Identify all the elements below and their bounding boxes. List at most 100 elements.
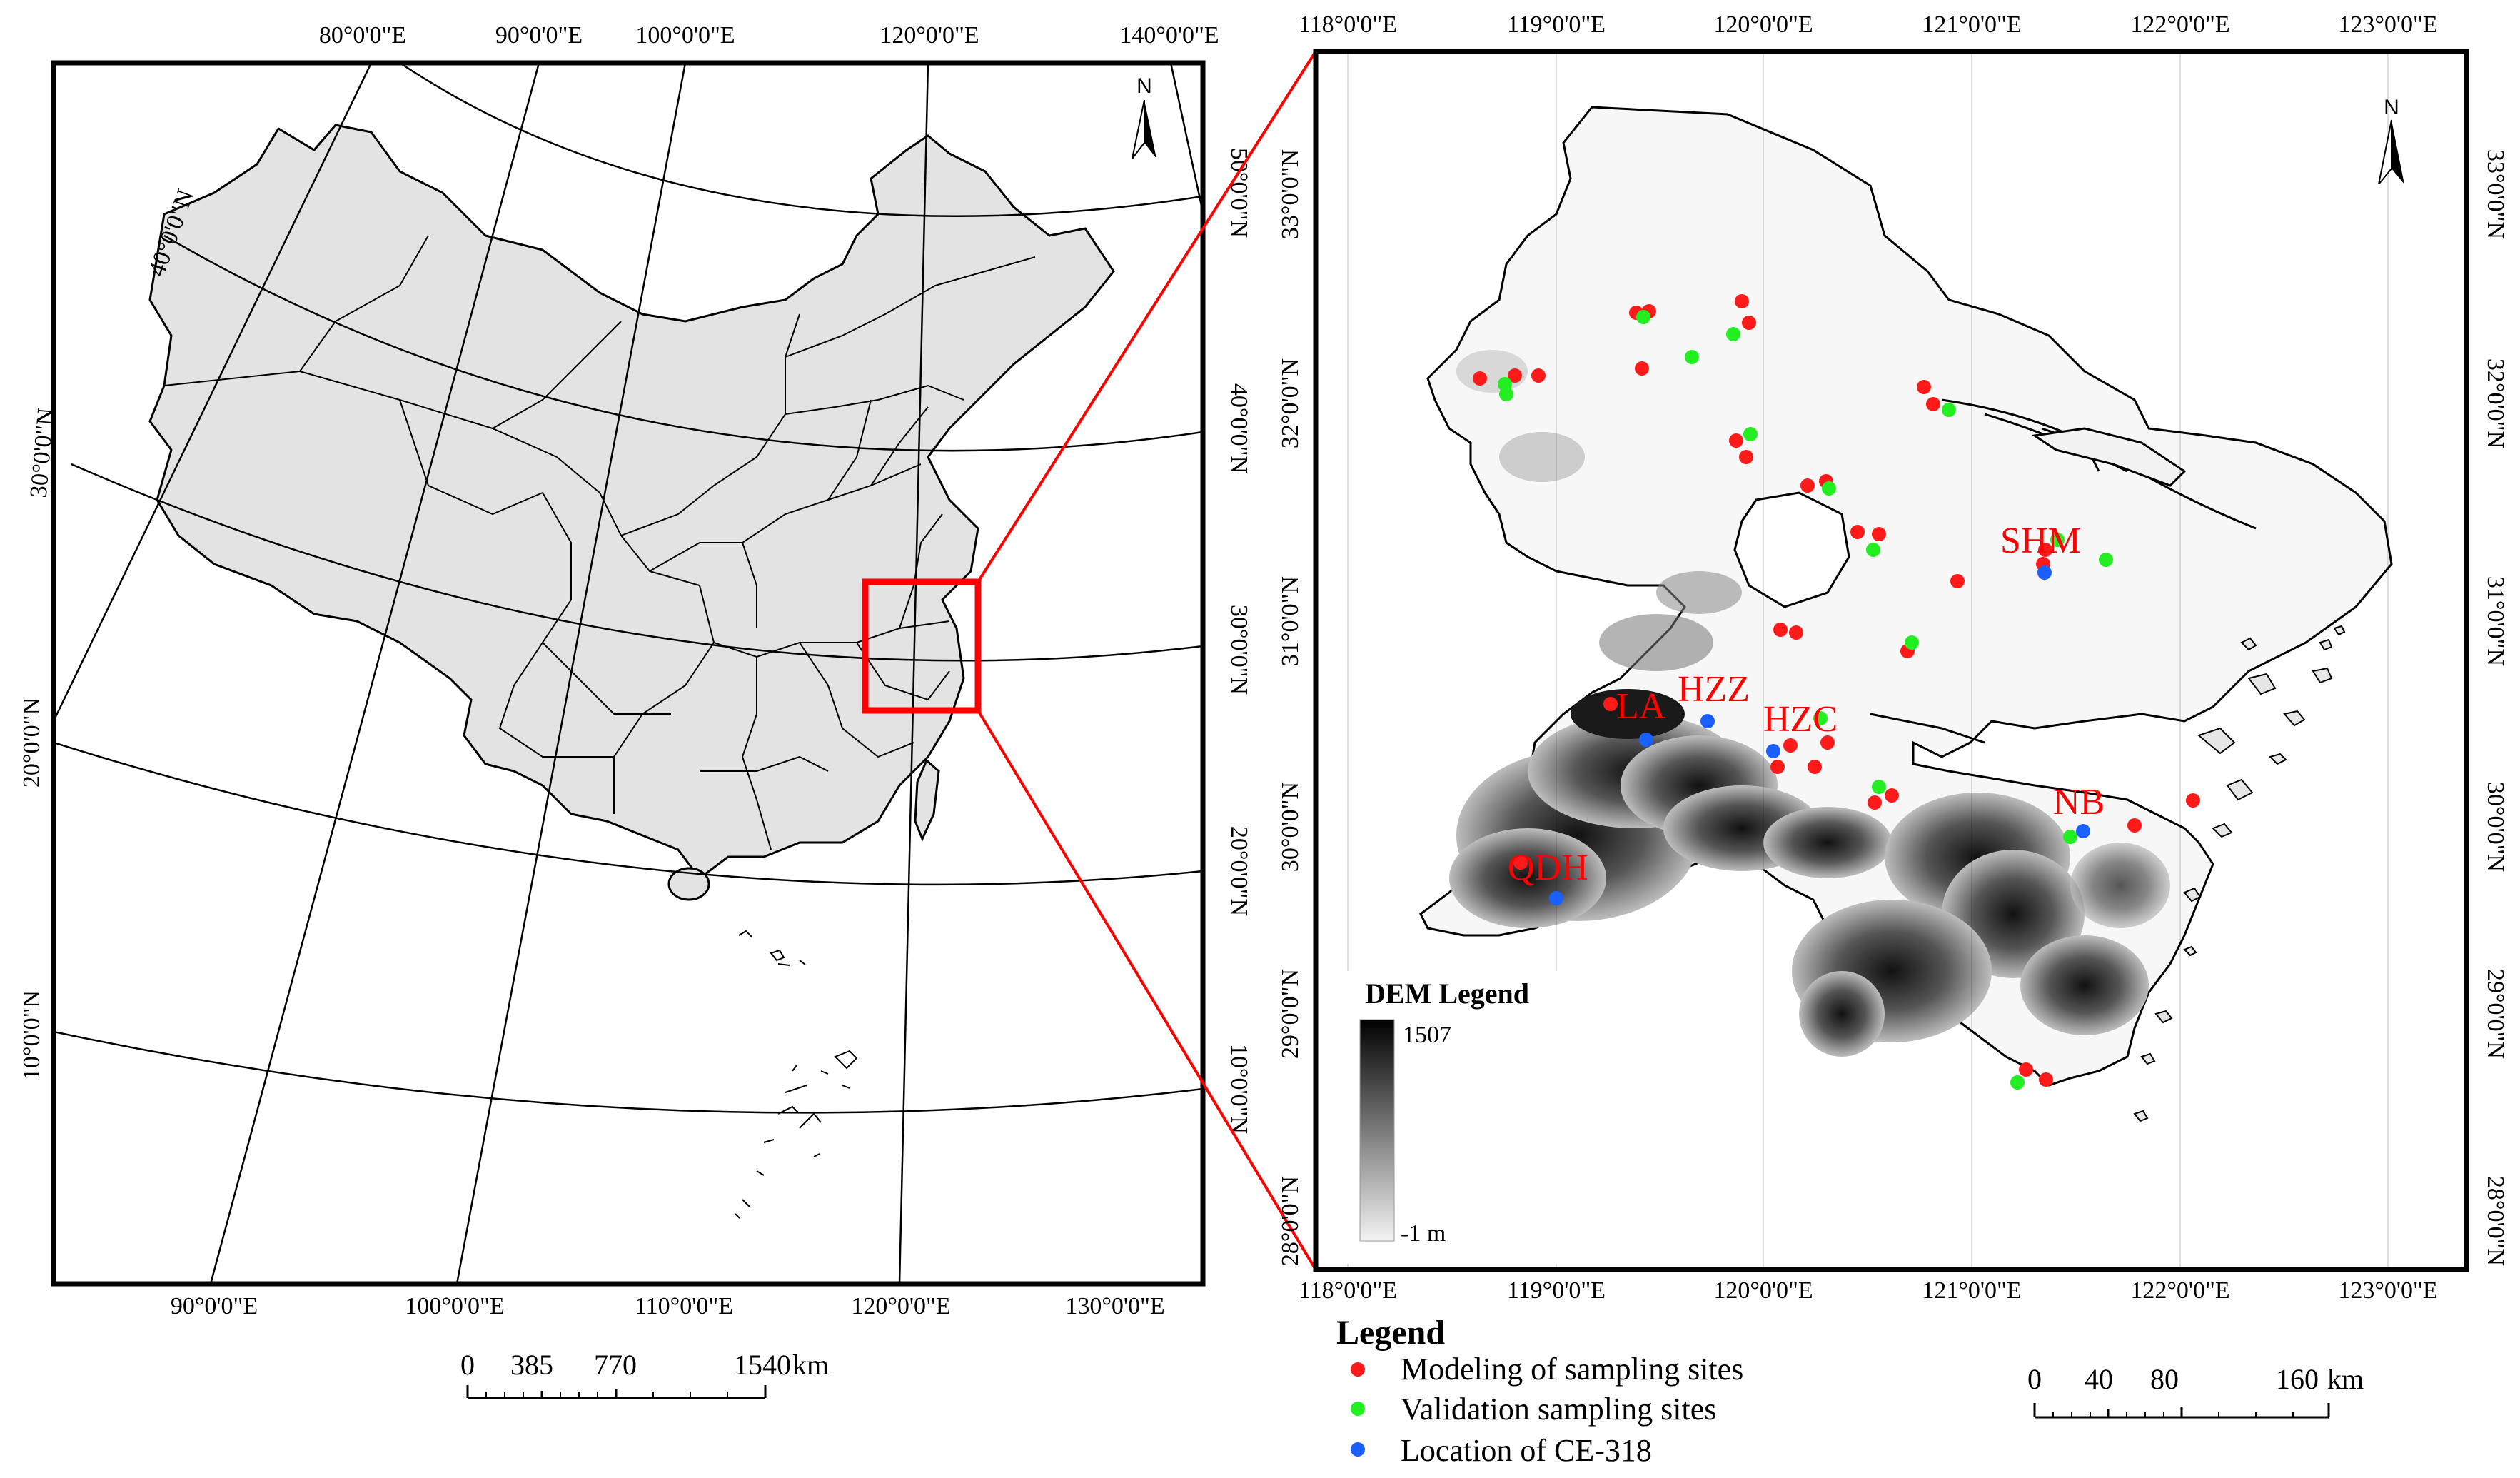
modeling-site-marker — [1773, 623, 1788, 637]
lon-label: 120°0'0"E — [851, 1293, 950, 1319]
taihu-lake — [1733, 491, 1850, 608]
modeling-site-marker — [2039, 1072, 2053, 1087]
legend-ce318-swatch — [1351, 1442, 1365, 1457]
modeling-site-marker — [2127, 818, 2142, 833]
lon-label: 119°0'0"E — [1507, 1277, 1606, 1304]
ce318-site-marker — [1766, 744, 1780, 758]
lon-label: 123°0'0"E — [2338, 11, 2437, 38]
modeling-site-marker — [1531, 368, 1546, 383]
modeling-site-marker — [1885, 788, 1899, 803]
study-scale-bar: 0 40 80 160 km — [2027, 1363, 2364, 1419]
modeling-site-marker — [1808, 760, 1822, 774]
map-legend: Legend Modeling of sampling sites Valida… — [1336, 1314, 1743, 1468]
lat-label: 10°0'0"N — [1226, 1044, 1252, 1134]
validation-site-marker — [2063, 830, 2077, 844]
lat-label: 32°0'0"N — [2482, 358, 2509, 448]
study-right-lat-labels: 33°0'0"N 32°0'0"N 31°0'0"N 30°0'0"N 29°0… — [2482, 149, 2509, 1266]
legend-modeling-swatch — [1351, 1362, 1365, 1377]
site-label-hzz: HZZ — [1678, 669, 1750, 710]
scale-label: 0 — [460, 1349, 475, 1381]
site-labels: SHM LA HZZ HZC NB QDH — [1508, 521, 2105, 888]
lon-label: 100°0'0"E — [405, 1293, 504, 1319]
lat-label: 31°0'0"N — [1277, 576, 1304, 666]
lat-label: 33°0'0"N — [1277, 149, 1304, 239]
modeling-site-marker — [1473, 371, 1487, 386]
lat-label: 30°0'0"N — [1277, 782, 1304, 872]
dem-terrain — [1449, 350, 2170, 1057]
dem-legend: DEM Legend 1507 -1 m — [1321, 971, 1592, 1264]
zoom-connector-lines — [977, 50, 1317, 1271]
study-bottom-lon-labels: 118°0'0"E 119°0'0"E 120°0'0"E 121°0'0"E … — [1299, 1277, 2438, 1304]
validation-site-marker — [1905, 635, 1919, 650]
ce318-site-marker — [2037, 565, 2052, 580]
north-arrow-icon: N — [2378, 96, 2404, 185]
ce318-site-marker — [1639, 733, 1653, 747]
validation-site-marker — [2099, 553, 2113, 567]
modeling-site-marker — [1917, 380, 1931, 394]
lat-label: 31°0'0"N — [2482, 576, 2509, 666]
dem-legend-max: 1507 — [1403, 1022, 1451, 1048]
modeling-site-marker — [1926, 397, 1940, 411]
south-china-sea-islands — [735, 930, 858, 1219]
china-landmass — [148, 124, 1115, 880]
site-label-la: LA — [1616, 686, 1666, 727]
study-top-lon-labels: 118°0'0"E 119°0'0"E 120°0'0"E 121°0'0"E … — [1299, 11, 2438, 38]
ce318-site-marker — [2076, 824, 2090, 838]
legend-ce318-label: Location of CE-318 — [1401, 1433, 1652, 1468]
modeling-site-marker — [1742, 316, 1756, 330]
overview-bottom-lon-labels: 90°0'0"E 100°0'0"E 110°0'0"E 120°0'0"E 1… — [171, 1293, 1165, 1319]
lon-label: 120°0'0"E — [880, 22, 979, 49]
offshore-islands — [2133, 625, 2346, 1122]
lon-label: 119°0'0"E — [1507, 11, 1606, 38]
site-label-hzc: HZC — [1763, 699, 1838, 740]
dem-legend-min: -1 m — [1401, 1220, 1446, 1247]
validation-site-marker — [1813, 711, 1828, 725]
ce318-site-marker — [1700, 714, 1715, 728]
lat-label: 29°0'0"N — [1277, 969, 1304, 1059]
validation-site-marker — [1866, 543, 1880, 557]
lon-label: 118°0'0"E — [1299, 11, 1397, 38]
modeling-site-marker — [1739, 450, 1753, 464]
modeling-site-marker — [1508, 368, 1522, 383]
overview-right-lat-labels: 50°0'0"N 40°0'0"N 30°0'0"N 20°0'0"N 10°0… — [1226, 148, 1252, 1134]
study-graticule — [1347, 51, 2389, 1270]
modeling-site-marker — [1735, 294, 1749, 308]
modeling-site-marker — [1950, 574, 1965, 588]
study-area-map: SHM LA HZZ HZC NB QDH DEM Legend 1507 -1… — [1277, 11, 2509, 1304]
scale-label: 0 — [2027, 1363, 2042, 1395]
ce318-sites — [1549, 565, 2090, 905]
lat-label: 10°0'0"N — [19, 990, 45, 1080]
north-label: N — [1136, 74, 1152, 98]
scale-label: 80 — [2150, 1363, 2179, 1395]
lat-label: 28°0'0"N — [2482, 1176, 2509, 1266]
lat-label: 32°0'0"N — [1277, 358, 1304, 448]
overview-top-lon-labels: 80°0'0"E 90°0'0"E 100°0'0"E 120°0'0"E 14… — [319, 22, 1219, 49]
lat-label: 20°0'0"N — [1226, 826, 1252, 916]
validation-site-marker — [1685, 350, 1699, 364]
overview-map: N 80°0'0"E 90°0'0"E 100°0'0"E 120°0'0"E … — [19, 22, 1252, 1399]
lon-label: 121°0'0"E — [1922, 11, 2021, 38]
north-label: N — [2384, 96, 2399, 119]
modeling-site-marker — [2186, 793, 2200, 808]
lon-label: 90°0'0"E — [171, 1293, 258, 1319]
lon-label: 122°0'0"E — [2130, 1277, 2229, 1304]
lat-label: 28°0'0"N — [1277, 1176, 1304, 1266]
validation-site-marker — [1942, 403, 1956, 417]
scale-label: 160 — [2276, 1363, 2319, 1395]
lon-label: 90°0'0"E — [495, 22, 583, 49]
lat-label: 40°0'0"N — [1226, 383, 1252, 473]
lon-label: 110°0'0"E — [635, 1293, 733, 1319]
modeling-site-marker — [1850, 525, 1865, 539]
modeling-site-marker — [1872, 527, 1886, 541]
scale-unit: km — [2327, 1363, 2364, 1395]
validation-site-marker — [2010, 1075, 2025, 1090]
lat-label: 50°0'0"N — [1226, 148, 1252, 238]
modeling-site-marker — [1729, 433, 1743, 448]
modeling-site-marker — [1820, 735, 1835, 750]
validation-site-marker — [1822, 481, 1836, 496]
site-label-qdh: QDH — [1508, 848, 1588, 888]
overview-scale-bar: 0 385 770 1540 km — [460, 1349, 829, 1399]
modeling-site-marker — [1868, 795, 1882, 810]
lon-label: 140°0'0"E — [1119, 22, 1219, 49]
